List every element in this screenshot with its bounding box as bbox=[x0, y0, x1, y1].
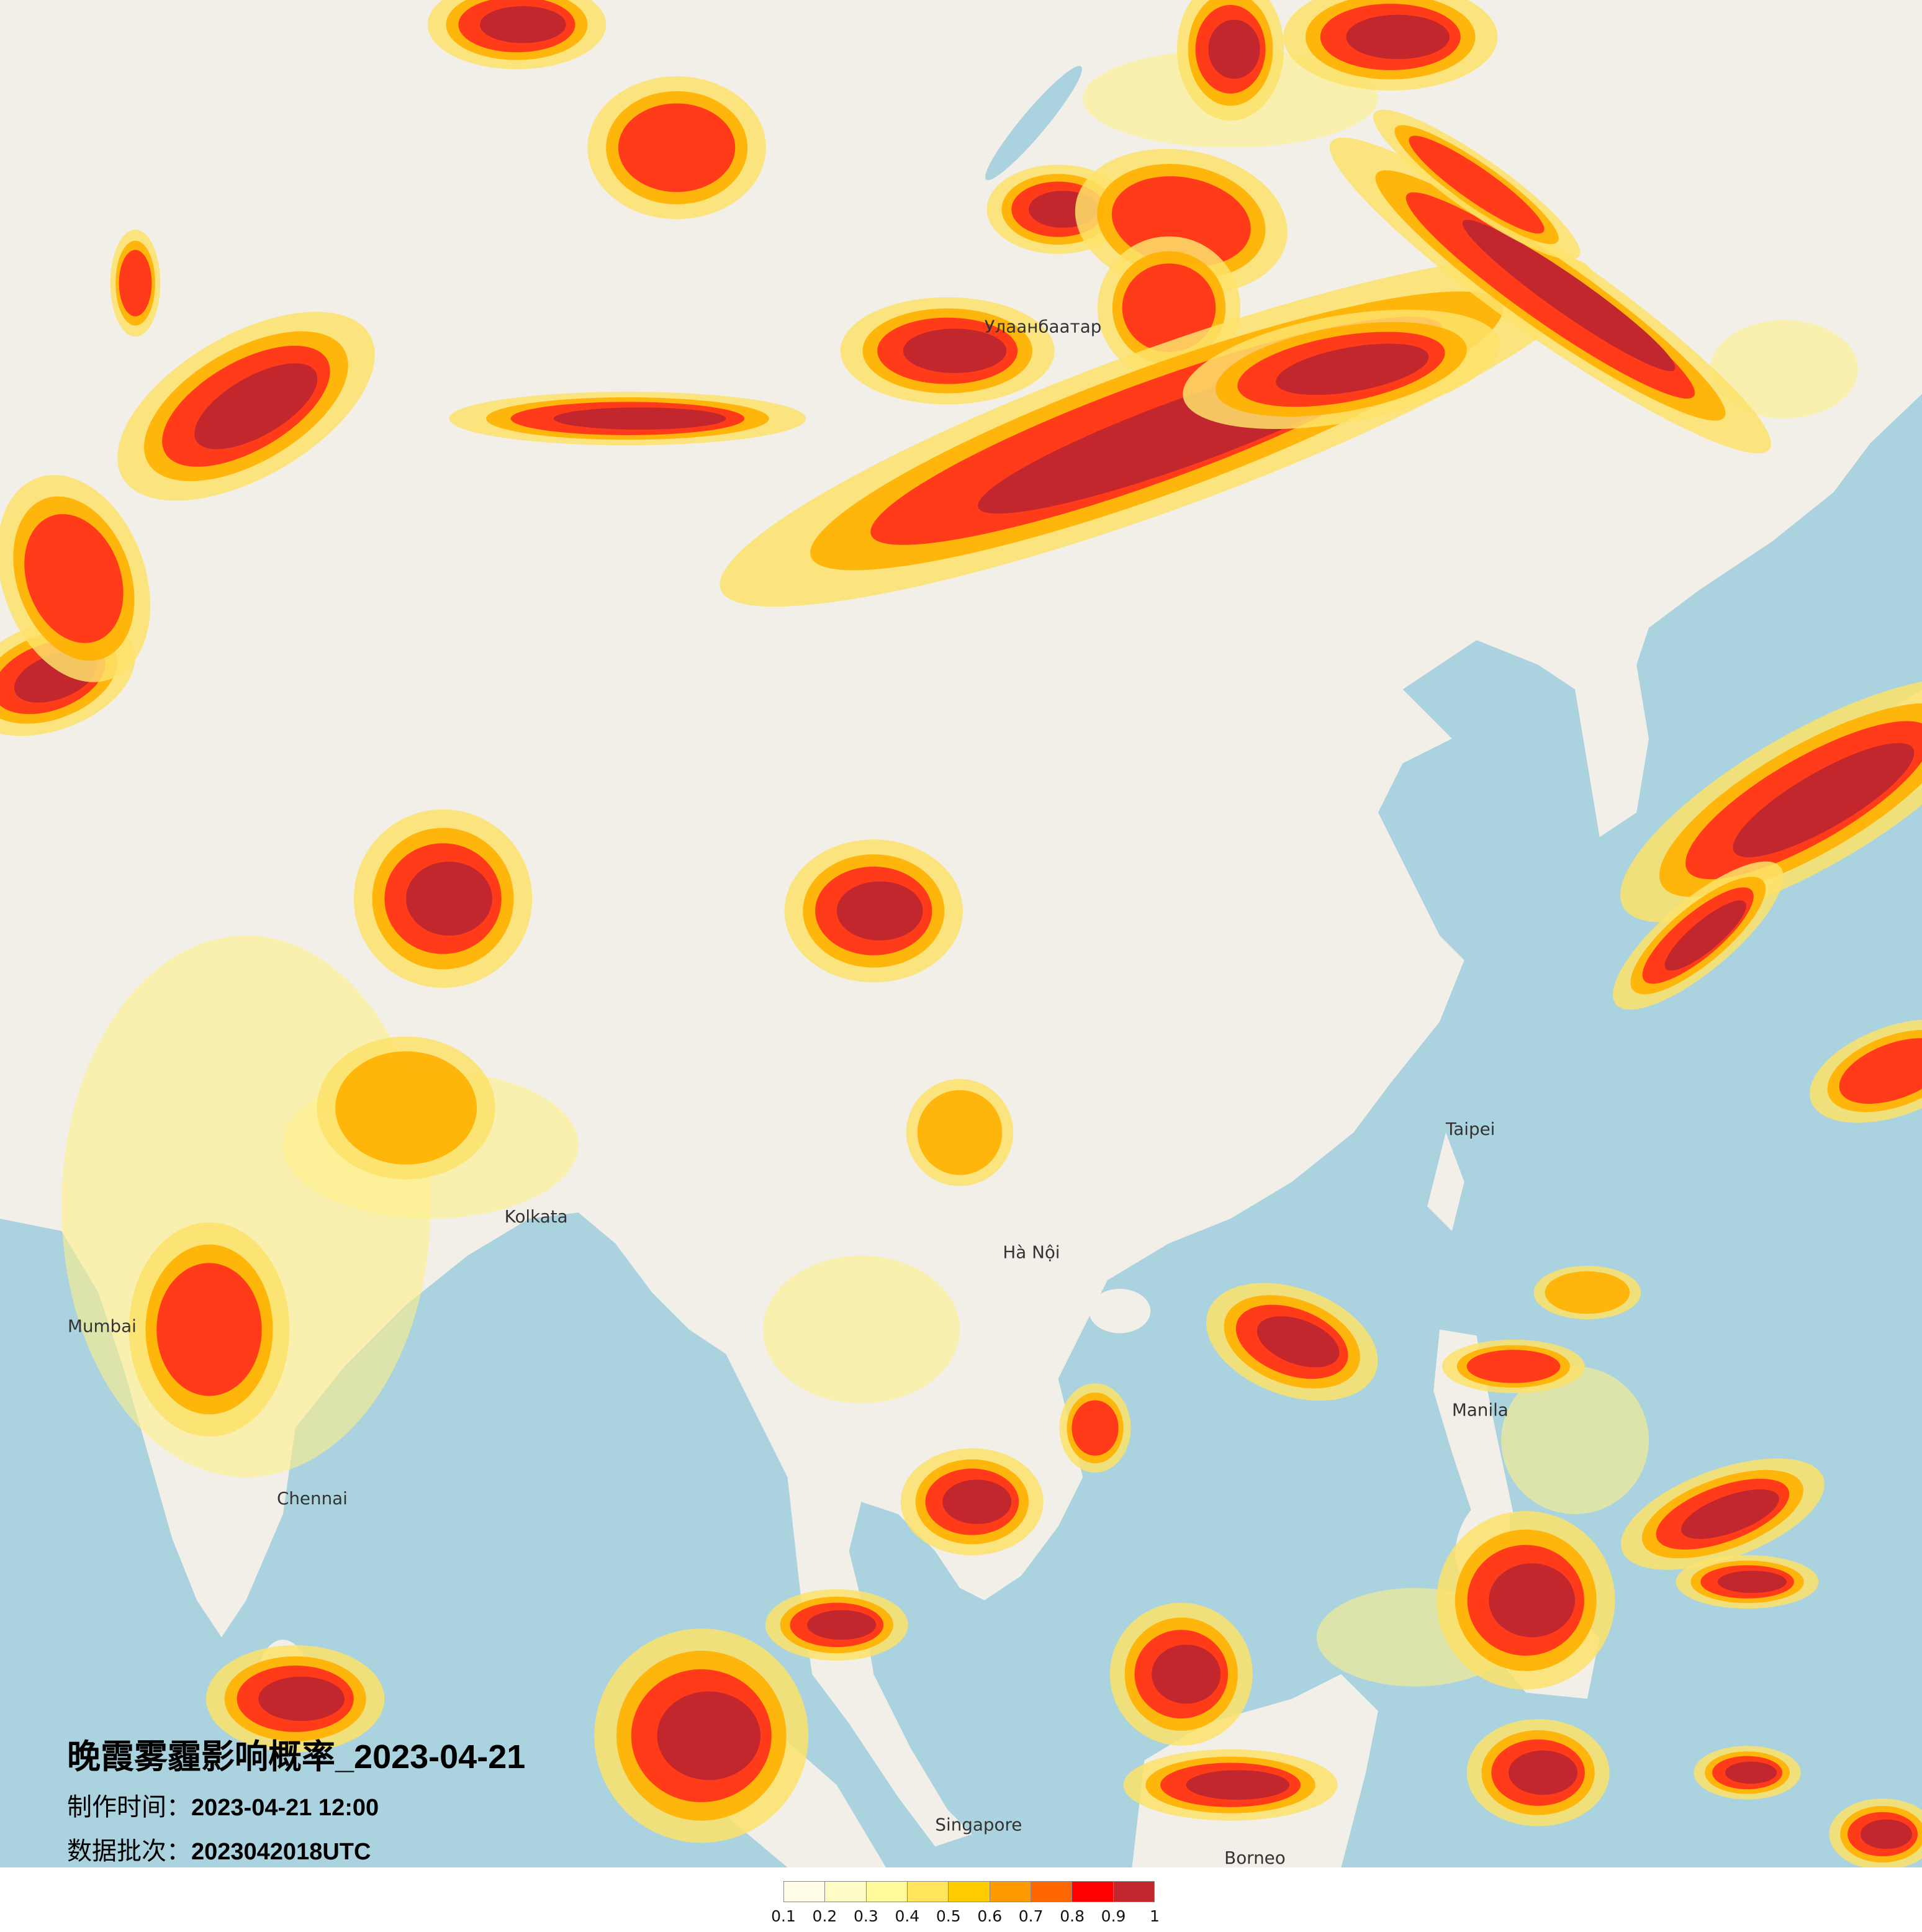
fog-blob-mid bbox=[917, 1090, 1003, 1175]
fog-probability-map[interactable]: Улаанбаатар Kolkata Hà Nội Singapore Bor… bbox=[0, 0, 1922, 1867]
legend-tick-label: 0.2 bbox=[812, 1907, 837, 1925]
fog-blob-core bbox=[553, 407, 726, 430]
fog-blob-core bbox=[1509, 1750, 1578, 1795]
legend-swatch bbox=[1113, 1882, 1154, 1902]
data-batch: 数据批次：2023042018UTC bbox=[67, 1833, 525, 1870]
fog-blob-core bbox=[1152, 1645, 1221, 1704]
fog-blob-high bbox=[119, 250, 152, 317]
legend-swatch bbox=[1072, 1882, 1114, 1902]
legend-swatch bbox=[825, 1882, 867, 1902]
place-label: Singapore bbox=[935, 1815, 1022, 1835]
legend-labels: 0.1 0.2 0.3 0.4 0.5 0.6 0.7 0.8 0.9 1 bbox=[771, 1907, 1160, 1932]
fog-blob-core bbox=[807, 1610, 877, 1640]
place-label: Hà Nội bbox=[1003, 1242, 1060, 1262]
legend-swatch bbox=[990, 1882, 1031, 1902]
place-label: Manila bbox=[1452, 1399, 1509, 1420]
fog-blob-mid bbox=[1545, 1271, 1630, 1314]
legend-tick-label: 0.5 bbox=[936, 1907, 961, 1925]
fog-blob-high bbox=[1072, 1400, 1119, 1456]
fog-blob-core bbox=[1717, 1571, 1787, 1593]
fog-blob-core bbox=[903, 328, 1007, 373]
fog-blob-core bbox=[1186, 1770, 1290, 1800]
legend-swatch bbox=[949, 1882, 990, 1902]
fog-blob-core bbox=[836, 881, 923, 941]
fog-blob-core bbox=[1725, 1761, 1777, 1784]
fog-blob-core bbox=[406, 862, 492, 936]
data-batch-label: 数据批次： bbox=[67, 1838, 191, 1865]
fog-blob-core bbox=[258, 1676, 345, 1722]
fog-blob-high bbox=[156, 1263, 262, 1396]
fog-haze bbox=[1710, 320, 1858, 419]
fog-blob-core bbox=[657, 1691, 760, 1781]
fog-blob-core bbox=[1489, 1563, 1576, 1638]
production-time: 制作时间：2023-04-21 12:00 bbox=[67, 1789, 525, 1826]
color-legend: 0.1 0.2 0.3 0.4 0.5 0.6 0.7 0.8 0.9 1 bbox=[771, 1881, 1160, 1932]
hainan bbox=[1089, 1289, 1151, 1334]
legend-swatch bbox=[784, 1882, 826, 1902]
fog-blob-core bbox=[1733, 743, 1915, 857]
fog-blob-high bbox=[24, 514, 124, 643]
legend-tick-label: 1 bbox=[1150, 1907, 1160, 1925]
legend-tick-label: 0.6 bbox=[977, 1907, 1003, 1925]
legend-swatch bbox=[1031, 1882, 1073, 1902]
taiwan bbox=[1427, 1132, 1464, 1231]
fog-blob-high bbox=[1409, 135, 1545, 234]
fog-blob-core bbox=[1208, 19, 1260, 79]
fog-blob-mid bbox=[335, 1051, 477, 1165]
legend-swatch bbox=[907, 1882, 949, 1902]
fog-haze bbox=[762, 1255, 960, 1404]
fog-blob-core bbox=[1681, 1489, 1779, 1539]
fog-blob-core bbox=[194, 363, 318, 449]
fog-blob-core bbox=[1346, 14, 1450, 60]
production-time-value: 2023-04-21 12:00 bbox=[191, 1795, 379, 1821]
legend-swatch bbox=[866, 1882, 908, 1902]
place-label: Taipei bbox=[1445, 1119, 1495, 1139]
legend-tick-label: 0.1 bbox=[771, 1907, 796, 1925]
legend-tick-label: 0.4 bbox=[895, 1907, 920, 1925]
map-title: 晚霞雾霾影响概率_2023-04-21 bbox=[67, 1738, 526, 1776]
place-label: Chennai bbox=[277, 1488, 348, 1509]
fog-blob-core bbox=[942, 1479, 1012, 1524]
fog-blob-core bbox=[1257, 1316, 1340, 1368]
fog-blob-high bbox=[1122, 263, 1216, 353]
fog-blob-core bbox=[1462, 220, 1676, 371]
fog-blob-high bbox=[1839, 1038, 1922, 1104]
fog-blob-core bbox=[1276, 343, 1429, 395]
fog-blob-high bbox=[1466, 1350, 1561, 1383]
data-batch-value: 2023042018UTC bbox=[191, 1839, 371, 1865]
fog-blob-high bbox=[618, 103, 736, 192]
lake-baikal bbox=[985, 66, 1082, 181]
fog-blob-core bbox=[480, 6, 566, 43]
legend-tick-label: 0.3 bbox=[853, 1907, 878, 1925]
production-time-label: 制作时间： bbox=[67, 1794, 191, 1821]
place-label: Kolkata bbox=[505, 1206, 568, 1227]
fog-blob-core bbox=[1664, 900, 1746, 971]
legend-tick-label: 0.8 bbox=[1060, 1907, 1085, 1925]
map-title-block: 晚霞雾霾影响概率_2023-04-21 制作时间：2023-04-21 12:0… bbox=[67, 1732, 525, 1870]
place-label: Borneo bbox=[1224, 1848, 1286, 1867]
place-label: Mumbai bbox=[68, 1316, 137, 1336]
place-labels: Улаанбаатар Kolkata Hà Nội Singapore Bor… bbox=[68, 316, 1509, 1867]
fog-haze bbox=[1501, 1366, 1649, 1514]
fog-overlay bbox=[0, 0, 1922, 1867]
legend-tick-label: 0.7 bbox=[1018, 1907, 1044, 1925]
legend-color-bar bbox=[783, 1881, 1155, 1902]
place-label: Улаанбаатар bbox=[985, 316, 1102, 336]
fog-blob-core bbox=[1860, 1819, 1913, 1849]
legend-tick-label: 0.9 bbox=[1101, 1907, 1126, 1925]
